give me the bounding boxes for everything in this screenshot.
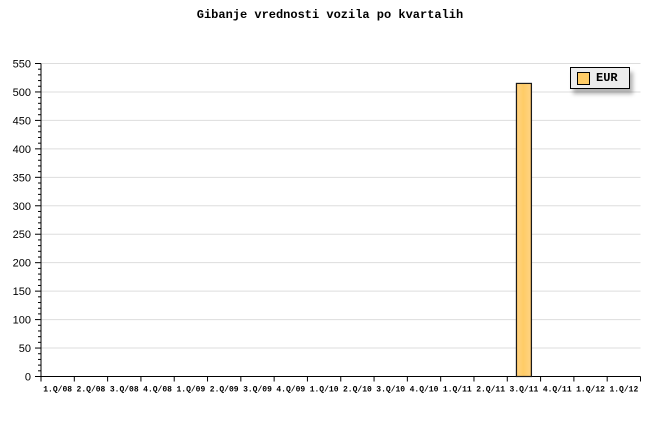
svg-text:3.Q/11: 3.Q/11: [510, 386, 539, 395]
svg-text:500: 500: [13, 87, 31, 99]
svg-text:2.Q/08: 2.Q/08: [77, 386, 106, 395]
svg-text:1.Q/09: 1.Q/09: [176, 386, 205, 395]
svg-text:2.Q/10: 2.Q/10: [343, 386, 372, 395]
svg-text:3.Q/10: 3.Q/10: [376, 386, 405, 395]
svg-text:2.Q/09: 2.Q/09: [210, 386, 239, 395]
svg-text:4.Q/08: 4.Q/08: [143, 386, 172, 395]
svg-text:3.Q/08: 3.Q/08: [110, 386, 139, 395]
svg-text:4.Q/11: 4.Q/11: [543, 386, 572, 395]
svg-text:350: 350: [13, 172, 31, 184]
svg-text:0: 0: [25, 372, 31, 384]
svg-text:250: 250: [13, 229, 31, 241]
svg-text:150: 150: [13, 286, 31, 298]
svg-text:450: 450: [13, 115, 31, 127]
svg-text:1.Q/10: 1.Q/10: [310, 386, 339, 395]
svg-text:400: 400: [13, 144, 31, 156]
svg-text:1.Q/12: 1.Q/12: [609, 386, 638, 395]
svg-text:300: 300: [13, 201, 31, 213]
svg-text:200: 200: [13, 258, 31, 270]
svg-text:1.Q/11: 1.Q/11: [443, 386, 472, 395]
svg-text:4.Q/09: 4.Q/09: [276, 386, 305, 395]
svg-text:1.Q/08: 1.Q/08: [43, 386, 72, 395]
svg-text:100: 100: [13, 315, 31, 327]
svg-text:3.Q/09: 3.Q/09: [243, 386, 272, 395]
svg-text:50: 50: [19, 343, 31, 355]
svg-text:2.Q/11: 2.Q/11: [476, 386, 505, 395]
svg-text:1.Q/12: 1.Q/12: [576, 386, 605, 395]
svg-text:4.Q/10: 4.Q/10: [410, 386, 439, 395]
svg-text:550: 550: [13, 59, 31, 71]
